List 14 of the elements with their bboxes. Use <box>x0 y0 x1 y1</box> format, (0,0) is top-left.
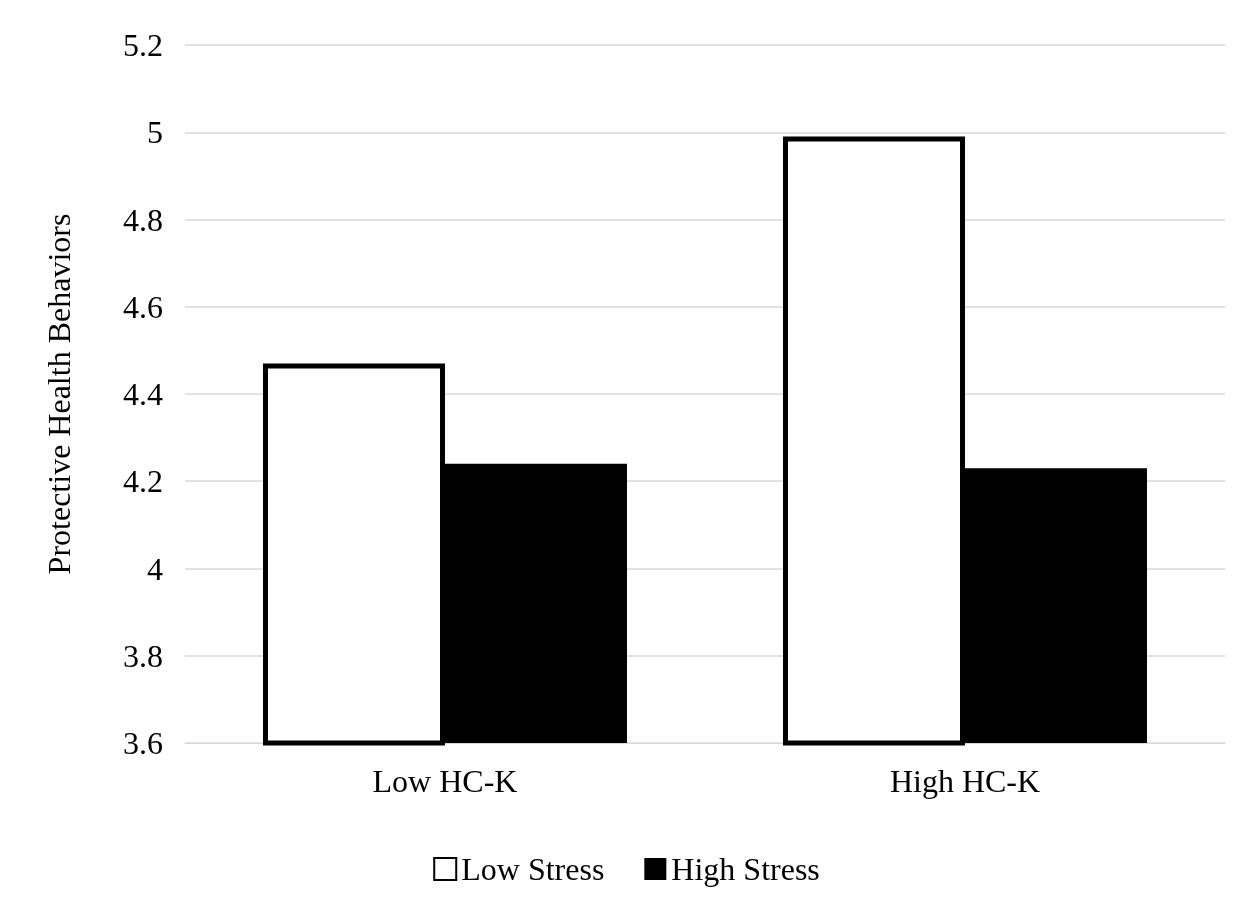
y-tick-label: 4 <box>147 550 163 587</box>
y-tick-label: 5 <box>147 114 163 151</box>
y-tick-label: 4.4 <box>123 376 163 412</box>
legend-label: High Stress <box>671 851 820 887</box>
y-tick-label: 4.8 <box>123 201 163 238</box>
y-axis-title: Protective Health Behaviors <box>41 213 77 575</box>
y-tick-label: 5.2 <box>123 27 163 63</box>
y-tick-label: 4.6 <box>123 288 163 325</box>
x-tick-label: High HC-K <box>889 763 1041 799</box>
y-tick-label: 3.8 <box>123 637 163 674</box>
legend-label: Low Stress <box>461 851 605 887</box>
y-tick-label: 3.6 <box>123 725 163 761</box>
y-tick-label: 4.2 <box>123 463 163 500</box>
x-tick-label: Low HC-K <box>372 763 518 799</box>
